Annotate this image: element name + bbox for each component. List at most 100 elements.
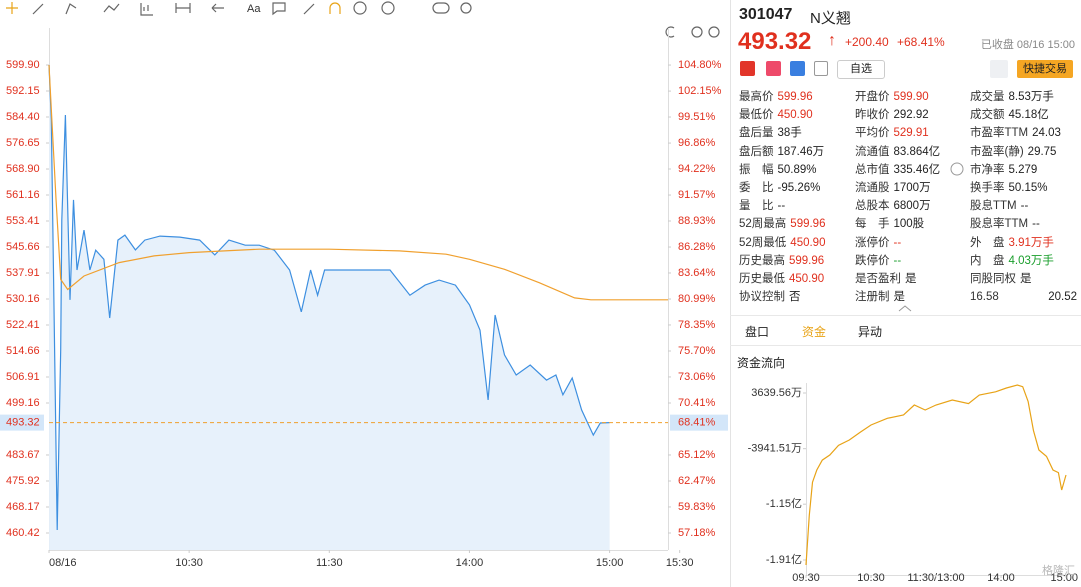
stats-row: 跌停价 -- <box>855 252 940 270</box>
watchlist-button[interactable]: 自选 <box>837 60 885 79</box>
stat-label: 内 盘 <box>970 254 1005 267</box>
y2-tick-label: 75.70% <box>678 345 716 357</box>
collapse-caret[interactable] <box>898 305 912 312</box>
stat-label: 52周最低 <box>739 236 787 249</box>
measure-tool[interactable] <box>140 3 153 16</box>
y2-tick-label: 83.64% <box>678 267 716 279</box>
series-line <box>48 64 668 301</box>
stats-row: 注册制是 <box>855 288 940 306</box>
stat-value: 187.46万 <box>777 145 825 158</box>
stat-label: 历史最高 <box>739 254 785 267</box>
stat-value: 450.90 <box>789 272 825 285</box>
note-tool[interactable] <box>272 2 286 16</box>
stat-label: 最高价 <box>739 91 774 103</box>
stat-label: 涨停价 <box>855 236 890 249</box>
pen-tool[interactable] <box>303 3 315 15</box>
last-price: 493.32 <box>738 28 812 55</box>
stats-row: 换手率 50.15% <box>970 179 1077 197</box>
stat-label: 开盘价 <box>855 91 890 103</box>
range-tool[interactable] <box>175 3 191 13</box>
stat-value: 29.75 <box>1027 145 1057 158</box>
y-tick-label: 475.92 <box>6 475 40 487</box>
stat-label: 成交量 <box>970 91 1005 103</box>
stats-row: 最高价 599.96 <box>739 88 825 106</box>
y-tick-label: 522.41 <box>6 319 40 331</box>
last-price-box <box>0 414 44 431</box>
series-line <box>805 384 1067 566</box>
y-tick-label: 460.42 <box>6 527 40 539</box>
y2-tick-label: 86.28% <box>678 241 716 253</box>
stat-value: 否 <box>789 291 801 304</box>
magnet-tool[interactable] <box>329 2 341 14</box>
stat-label: 股息TTM <box>970 200 1017 213</box>
stat-label: 52周最高 <box>739 218 787 231</box>
ray-tool[interactable] <box>65 3 77 15</box>
stats-row: 振 幅 50.89% <box>739 161 825 179</box>
stat-value: -- <box>1032 218 1040 231</box>
more-icon[interactable] <box>950 162 964 176</box>
sync-tool[interactable] <box>353 1 367 15</box>
last-pct-box <box>670 414 728 431</box>
stat-value: 529.91 <box>893 127 929 140</box>
stats-row: 历史最低 450.90 <box>739 270 825 288</box>
stat-label: 委 比 <box>739 181 774 194</box>
stat-label: 成交额 <box>970 109 1005 122</box>
stats-row: 流通值 83.864亿 <box>855 143 940 161</box>
stats-row: 16.58 20.52 <box>970 288 1077 306</box>
tab[interactable]: 异动 <box>858 325 883 339</box>
stat-label: 流通值 <box>855 145 890 158</box>
y2-tick-label: 99.51% <box>678 111 716 123</box>
stat-label: 总市值 <box>855 163 890 176</box>
tag-icon <box>766 61 781 76</box>
stat-value: -- <box>893 254 902 267</box>
stats-row: 股息TTM -- <box>970 197 1077 215</box>
stat-value: 45.18亿 <box>1008 109 1049 122</box>
zoom-in[interactable] <box>708 26 720 38</box>
back-tool[interactable] <box>211 3 224 13</box>
stat-value: 20.52 <box>1048 291 1077 304</box>
stats-row: 股息率TTM -- <box>970 215 1077 233</box>
stat-value: 100股 <box>893 218 925 231</box>
zoom-out[interactable] <box>691 26 703 38</box>
line-tool[interactable] <box>32 3 44 15</box>
y2-tick-label: 102.15% <box>678 85 722 97</box>
stats-row: 总股本 6800万 <box>855 197 940 215</box>
stat-value: 是 <box>893 291 906 304</box>
settings-tool[interactable] <box>460 2 472 14</box>
watermark: 格隆汇 <box>1042 565 1075 577</box>
wave-tool[interactable] <box>103 3 120 13</box>
y2-tick-label: 57.18% <box>678 527 716 539</box>
change-percent: +68.41% <box>897 35 945 49</box>
eye-tool[interactable] <box>432 2 450 14</box>
stat-label: 每 手 <box>855 218 890 231</box>
stats-row: 平均价 529.91 <box>855 124 940 142</box>
hide-tool[interactable] <box>381 1 395 15</box>
alert-button[interactable] <box>990 60 1008 78</box>
stat-value: 50.15% <box>1008 181 1048 194</box>
y-tick-label: 545.66 <box>6 241 40 253</box>
price-area <box>49 65 610 550</box>
stat-label: 注册制 <box>855 291 890 304</box>
y-tick-label: 568.90 <box>6 163 40 175</box>
tab[interactable]: 盘口 <box>745 325 770 339</box>
reset-zoom[interactable] <box>665 26 675 38</box>
tab[interactable]: 资金 <box>802 325 827 339</box>
note-icon[interactable] <box>814 61 828 76</box>
stat-label: 换手率 <box>970 181 1005 194</box>
stat-label: 是否盈利 <box>855 272 901 285</box>
font-button[interactable]: Aa <box>247 3 261 15</box>
stats-row: 历史最高 599.96 <box>739 252 825 270</box>
x-tick-label: 10:30 <box>175 557 203 569</box>
crosshair-tool[interactable] <box>6 2 18 14</box>
y-tick-label: 553.41 <box>6 215 40 227</box>
x-tick-label: 14:00 <box>456 557 484 569</box>
y2-tick-label: 96.86% <box>678 137 716 149</box>
stats-row: 每 手 100股 <box>855 215 940 233</box>
trade-button[interactable]: 快捷交易 <box>1017 60 1073 78</box>
stats-row: 市盈率(静) 29.75 <box>970 143 1077 161</box>
stock-code: 301047 <box>739 6 793 23</box>
stat-value: 是 <box>1020 272 1032 285</box>
stat-value: 24.03 <box>1032 127 1061 140</box>
stats-row: 52周最低 450.90 <box>739 234 825 252</box>
